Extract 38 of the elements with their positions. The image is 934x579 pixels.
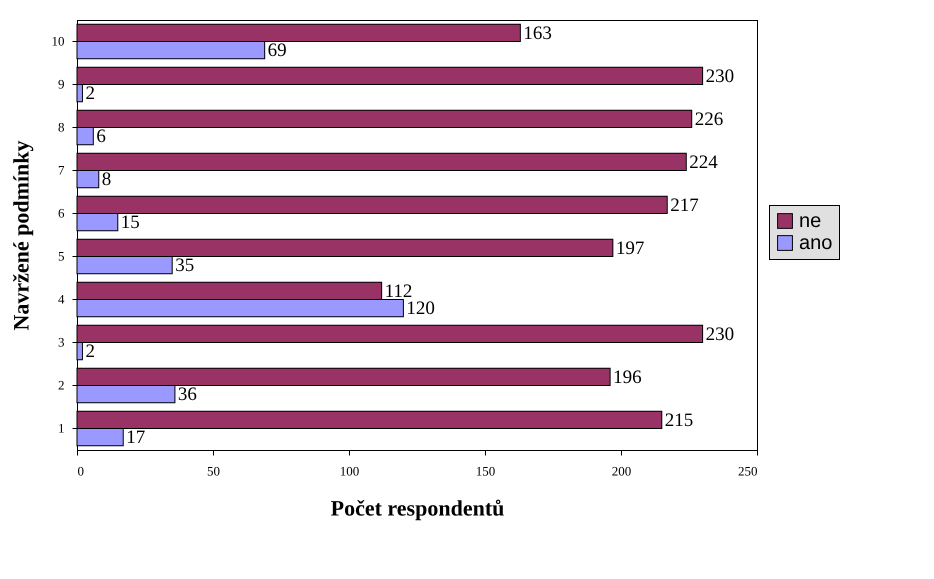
x-axis-title: Počet respondentů [330, 496, 504, 520]
data-label: 230 [706, 66, 734, 87]
data-label: 35 [175, 255, 194, 276]
data-label: 226 [694, 108, 724, 130]
y-tick-label: 10 [52, 34, 64, 48]
x-tick-label: 50 [207, 464, 220, 478]
data-label: 163 [523, 22, 552, 44]
y-tick-label: 7 [58, 162, 65, 178]
x-tick-label: 250 [738, 464, 758, 478]
y-tick-label: 6 [58, 206, 65, 220]
y-tick-label: 9 [58, 76, 64, 92]
data-label: 230 [706, 324, 734, 345]
y-tick-label: 2 [58, 378, 64, 392]
y-tick-label: 4 [58, 292, 65, 306]
x-tick-label: 0 [78, 464, 84, 478]
x-tick-label: 150 [476, 464, 496, 478]
data-label: 215 [664, 410, 694, 431]
data-label: 2 [85, 83, 95, 104]
data-label: 196 [613, 366, 642, 388]
data-label: 15 [120, 212, 140, 234]
data-label: 69 [268, 40, 287, 62]
x-tick-label: 200 [612, 464, 632, 478]
data-label: 8 [102, 169, 112, 190]
y-tick-label: 8 [58, 120, 64, 134]
y-axis-title: Navržené podmínky [8, 140, 34, 331]
legend-label: ne [799, 210, 822, 232]
y-tick-label: 1 [58, 420, 64, 436]
legend-label: ano [799, 232, 832, 254]
data-label: 6 [96, 126, 106, 148]
data-label: 197 [616, 238, 644, 259]
data-label: 17 [126, 427, 146, 448]
y-tick-label: 3 [58, 334, 64, 350]
data-label: 36 [178, 384, 197, 406]
data-label: 224 [689, 152, 718, 173]
y-tick-label: 5 [58, 248, 64, 264]
x-tick-label: 100 [340, 464, 360, 478]
data-label: 2 [85, 341, 95, 362]
data-label: 217 [670, 194, 699, 216]
